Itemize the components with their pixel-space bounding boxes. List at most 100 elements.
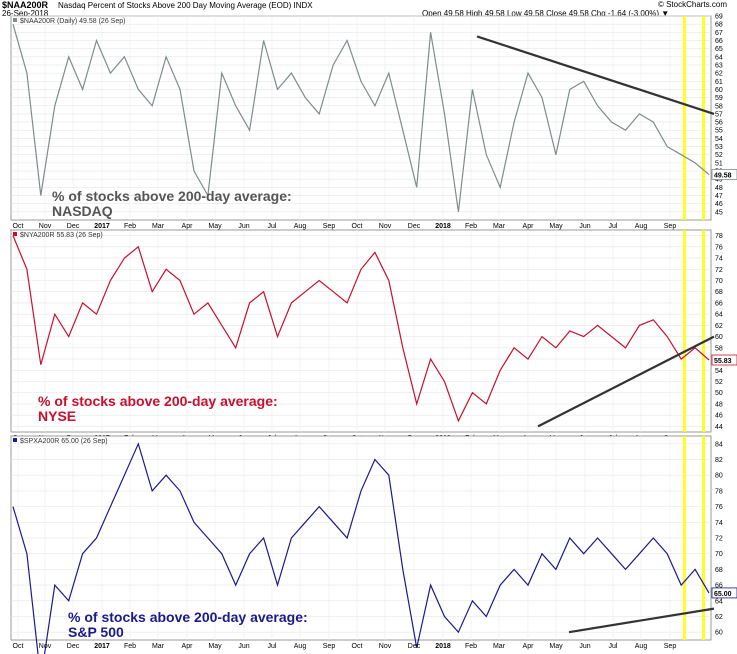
- legend-swatch: [13, 232, 17, 236]
- x-tick-label: Mar: [493, 643, 506, 650]
- y-tick-label: 60: [715, 87, 723, 94]
- highlight-band: [683, 436, 686, 640]
- x-tick-label: Oct: [352, 223, 363, 230]
- last-value-label: 65.00: [714, 591, 732, 598]
- header-date: 26-Sep-2018: [2, 9, 49, 18]
- y-tick-label: 74: [715, 256, 723, 263]
- y-tick-label: 48: [715, 185, 723, 192]
- x-tick-label: Feb: [124, 223, 136, 230]
- y-tick-label: 58: [715, 103, 723, 110]
- y-tick-label: 58: [715, 345, 723, 352]
- highlight-band: [683, 230, 686, 432]
- y-tick-label: 62: [715, 614, 723, 621]
- y-tick-label: 64: [715, 598, 723, 605]
- y-tick-label: 59: [715, 95, 723, 102]
- y-tick-label: 66: [715, 583, 723, 590]
- x-tick-label: Jun: [238, 223, 249, 230]
- y-tick-label: 64: [715, 312, 723, 319]
- last-value-label: 49.58: [714, 172, 732, 179]
- y-tick-label: 74: [715, 520, 723, 527]
- y-tick-label: 76: [715, 244, 723, 251]
- x-tick-label: May: [549, 643, 563, 650]
- y-tick-label: 66: [715, 300, 723, 307]
- y-tick-label: 66: [715, 38, 723, 45]
- x-tick-label: 2018: [435, 643, 451, 650]
- x-tick-label: Mar: [152, 223, 165, 230]
- y-tick-label: 46: [715, 413, 723, 420]
- y-tick-label: 48: [715, 401, 723, 408]
- last-value-box: [711, 587, 737, 599]
- y-tick-label: 60: [715, 630, 723, 637]
- y-tick-label: 49: [715, 177, 723, 184]
- y-tick-label: 72: [715, 267, 723, 274]
- x-tick-label: Aug: [294, 643, 307, 650]
- x-tick-label: Jul: [268, 223, 277, 230]
- y-tick-label: 80: [715, 473, 723, 480]
- x-tick-label: Mar: [493, 223, 506, 230]
- y-tick-label: 54: [715, 368, 723, 375]
- y-tick-label: 70: [715, 278, 723, 285]
- caption-line2: NYSE: [38, 408, 76, 424]
- header-symbol: $NAA200R: [2, 0, 49, 10]
- y-tick-label: 78: [715, 233, 723, 240]
- x-tick-label: Apr: [182, 643, 194, 650]
- y-tick-label: 68: [715, 567, 723, 574]
- series-line-nyse: [12, 235, 710, 423]
- legend-text: $NAA200R (Daily) 49.58 (26 Sep): [20, 18, 125, 25]
- caption-line1: % of stocks above 200-day average:: [38, 393, 278, 409]
- y-tick-label: 82: [715, 457, 723, 464]
- x-tick-label: Jul: [268, 643, 277, 650]
- x-tick-label: Jul: [609, 643, 618, 650]
- header-quote: Open 49.58 High 49.58 Low 49.58 Close 49…: [422, 9, 670, 18]
- x-tick-label: 2017: [94, 643, 110, 650]
- x-tick-label: Dec: [67, 223, 80, 230]
- panel-frame-nasdaq: [10, 15, 712, 221]
- x-tick-label: Apr: [523, 643, 535, 650]
- x-tick-label: Apr: [182, 223, 194, 230]
- caption-line1: % of stocks above 200-day average:: [68, 609, 308, 625]
- x-tick-label: Feb: [465, 643, 477, 650]
- caption-line2: S&P 500: [68, 624, 124, 640]
- y-tick-label: 47: [715, 193, 723, 200]
- y-tick-label: 52: [715, 152, 723, 159]
- x-tick-label: Apr: [523, 223, 535, 230]
- y-tick-label: 55: [715, 128, 723, 135]
- x-tick-label: Nov: [379, 223, 392, 230]
- x-tick-label: Dec: [408, 223, 421, 230]
- y-tick-label: 52: [715, 379, 723, 386]
- x-tick-label: 2018: [435, 223, 451, 230]
- y-tick-label: 63: [715, 62, 723, 69]
- highlight-band: [683, 16, 686, 220]
- x-tick-label: Mar: [152, 643, 165, 650]
- header-description: Nasdaq Percent of Stocks Above 200 Day M…: [58, 1, 313, 10]
- x-tick-label: Oct: [352, 643, 363, 650]
- x-tick-label: Feb: [124, 643, 136, 650]
- x-tick-label: Feb: [465, 223, 477, 230]
- legend-swatch: [13, 18, 17, 22]
- x-tick-label: Aug: [635, 223, 648, 230]
- x-tick-label: Dec: [67, 643, 80, 650]
- y-tick-label: 62: [715, 71, 723, 78]
- y-tick-label: 69: [715, 14, 723, 21]
- trendline-spx: [568, 607, 715, 634]
- y-tick-label: 53: [715, 144, 723, 151]
- x-tick-label: Oct: [13, 223, 24, 230]
- caption-line1: % of stocks above 200-day average:: [52, 188, 292, 204]
- y-tick-label: 70: [715, 551, 723, 558]
- trendline-nasdaq: [476, 35, 715, 115]
- y-tick-label: 62: [715, 323, 723, 330]
- x-tick-label: 2017: [94, 223, 110, 230]
- highlight-band: [702, 436, 705, 640]
- y-tick-label: 51: [715, 160, 723, 167]
- x-tick-label: May: [208, 223, 222, 230]
- y-tick-label: 84: [715, 441, 723, 448]
- x-tick-label: Sep: [664, 223, 677, 230]
- y-tick-label: 44: [715, 424, 723, 431]
- y-tick-label: 56: [715, 120, 723, 127]
- y-tick-label: 72: [715, 536, 723, 543]
- legend-text: $SPXA200R 65.00 (26 Sep): [20, 438, 108, 445]
- x-tick-label: Jun: [238, 643, 249, 650]
- x-tick-label: Aug: [294, 223, 307, 230]
